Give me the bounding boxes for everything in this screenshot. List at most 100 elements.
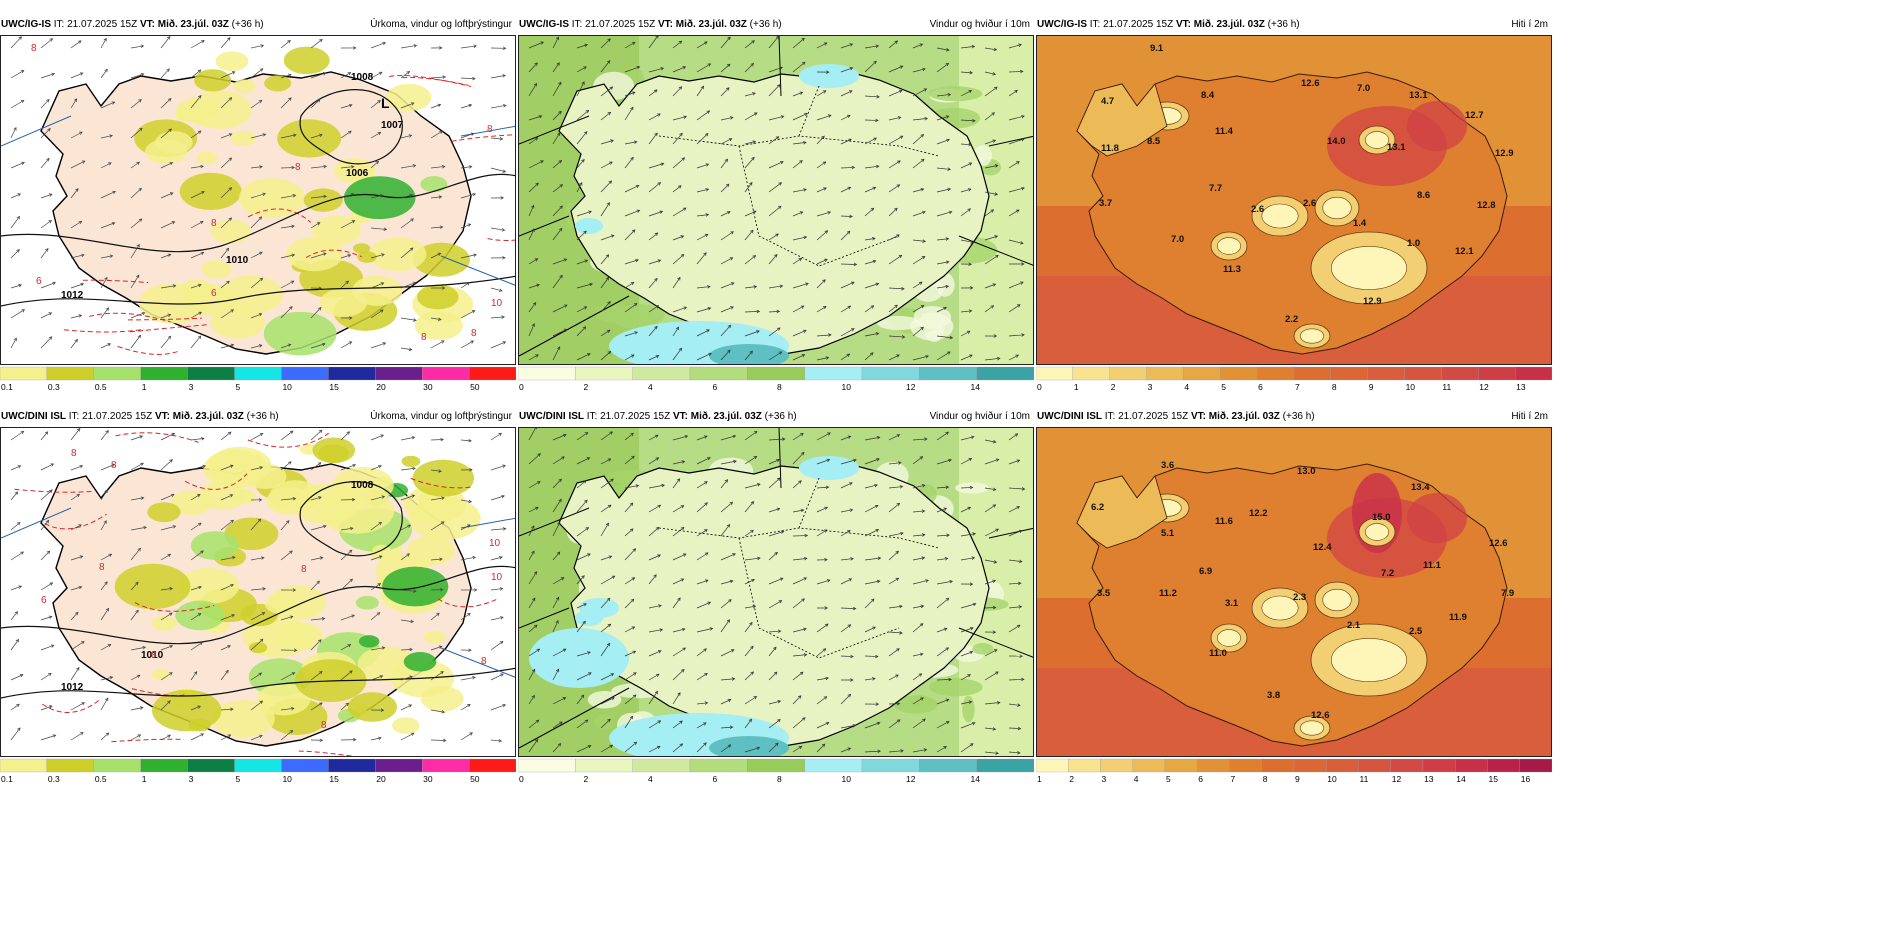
- colorbar-tick-label: 11: [1360, 774, 1369, 784]
- valid-time-label: VT:: [657, 19, 673, 30]
- colorbar-tick-label: 0.3: [48, 382, 60, 392]
- isotherm-value: 6: [41, 595, 47, 606]
- panel-run-info: UWC/IG-IS IT: 21.07.2025 15Z VT: Mið. 23…: [1, 19, 264, 30]
- colorbar-tick-label: 7: [1295, 382, 1300, 392]
- temperature-label: 7.2: [1381, 568, 1394, 579]
- wind-arrows: [10, 428, 507, 743]
- temperature-label: 2.1: [1347, 620, 1361, 631]
- colorbar-tick-label: 50: [470, 382, 480, 392]
- colorbar-tick-label: 15: [329, 774, 339, 784]
- colorbar-tick-label: 3: [189, 382, 194, 392]
- colorbar-swatch: [1220, 366, 1258, 381]
- temperature-label: 3.5: [1097, 588, 1111, 599]
- precip-panel-dini: UWC/DINI ISL IT: 21.07.2025 15Z VT: Mið.…: [0, 407, 516, 785]
- map-area: 1008 1010 1012 8 8 8 10 10 8 8 8 8 6: [0, 427, 516, 757]
- temperature-label: 11.6: [1215, 516, 1233, 527]
- isotherm-value: 6: [36, 276, 42, 287]
- colorbar: 0.1 0.3 0.5 1 3 5 10 15 20 30 50: [0, 758, 516, 784]
- temperature-label: 12.6: [1489, 538, 1508, 549]
- region-borders: [658, 477, 940, 659]
- colorbar: 1 2 3 4 5 6 7 8 9 10 11 12 13 14 15 16: [1036, 758, 1552, 784]
- temperature-label: 12.1: [1455, 246, 1474, 257]
- panel-run-info: UWC/DINI ISL IT: 21.07.2025 15Z VT: Mið.…: [1037, 411, 1315, 422]
- valid-time-label: VT:: [672, 411, 688, 422]
- temperature-label: 12.6: [1311, 710, 1330, 721]
- temperature-label: 12.9: [1495, 148, 1514, 159]
- model-name: UWC/IG-IS: [1, 19, 51, 30]
- temperature-label: 11.1: [1423, 560, 1442, 571]
- temp-panel-ig-is: UWC/IG-IS IT: 21.07.2025 15Z VT: Mið. 23…: [1036, 15, 1552, 393]
- precip-panel-ig-is: UWC/IG-IS IT: 21.07.2025 15Z VT: Mið. 23…: [0, 15, 516, 393]
- panel-run-info: UWC/IG-IS IT: 21.07.2025 15Z VT: Mið. 23…: [519, 19, 782, 30]
- temperature-label: 7.0: [1171, 234, 1184, 245]
- colorbar-swatch: [919, 758, 977, 773]
- colorbar-swatch: [93, 366, 141, 381]
- colorbar-tick-label: 10: [282, 774, 292, 784]
- temperature-label: 12.6: [1301, 78, 1320, 89]
- colorbar-tick-label: 10: [1406, 382, 1416, 392]
- temperature-values: 9.1 4.7 8.4 12.6 7.0 13.1 12.7 11.8 8.5 11.4 14.0 1…: [1099, 43, 1514, 325]
- colorbar-swatch: [1036, 366, 1074, 381]
- valid-time-label: VT:: [1190, 411, 1206, 422]
- colorbar: 0 2 4 6 8 10 12 14: [518, 366, 1034, 392]
- temperature-label: 3.8: [1267, 690, 1280, 701]
- colorbar-tick-label: 14: [1456, 774, 1466, 784]
- colorbar-tick-label: 9: [1369, 382, 1374, 392]
- colorbar-swatch: [575, 758, 633, 773]
- colorbar-swatch: [804, 758, 863, 773]
- colorbar-tick-label: 1: [142, 774, 147, 784]
- colorbar-tick-label: 1: [1074, 382, 1079, 392]
- temperature-label: 6.9: [1199, 566, 1212, 577]
- colorbar-swatch: [1455, 758, 1488, 773]
- temperature-values: 3.6 13.0 13.4 6.2 12.2 11.6 15.0 5.1 12.4 12.6 6.9…: [1091, 460, 1514, 721]
- isobar-label: 1007: [381, 120, 404, 131]
- valid-time: Mið. 23.júl. 03Z: [157, 19, 229, 30]
- temperature-label: 7.9: [1501, 588, 1514, 599]
- colorbar-swatch: [1293, 366, 1332, 381]
- map-canvas: 9.1 4.7 8.4 12.6 7.0 13.1 12.7 11.8 8.5 11.4 14.0 1…: [1037, 36, 1551, 364]
- variable-title: Úrkoma, vindur og loftþrýstingur: [370, 411, 512, 422]
- isobar-label: 1006: [346, 168, 369, 179]
- colorbar-tick-label: 13: [1424, 774, 1434, 784]
- temperature-label: 12.7: [1465, 110, 1484, 121]
- colorbar-swatch: [1072, 366, 1110, 381]
- colorbar-tick-label: 14: [971, 774, 981, 784]
- init-time-label: IT:: [571, 19, 583, 30]
- colorbar-swatch: [1326, 758, 1359, 773]
- isotherm-value: 8: [481, 656, 487, 667]
- colorbar-swatch: [747, 366, 805, 381]
- temperature-label: 13.1: [1409, 90, 1428, 101]
- colorbar-swatch: [1422, 758, 1456, 773]
- colorbar-tick-label: 0: [519, 382, 524, 392]
- isotherm-value: 8: [71, 448, 77, 459]
- wind-panel-ig-is: UWC/IG-IS IT: 21.07.2025 15Z VT: Mið. 23…: [518, 15, 1034, 393]
- colorbar-tick-label: 2: [584, 774, 589, 784]
- colorbar-container: 0.1 0.3 0.5 1 3 5 10 15 20 30 50: [0, 365, 516, 393]
- isotherm-value: 8: [111, 460, 117, 471]
- colorbar-swatch: [1100, 758, 1133, 773]
- map-area: 9.1 4.7 8.4 12.6 7.0 13.1 12.7 11.8 8.5 11.4 14.0 1…: [1036, 35, 1552, 365]
- valid-time: Mið. 23.júl. 03Z: [1208, 411, 1280, 422]
- wind-arrows: [10, 36, 507, 352]
- init-time-label: IT:: [53, 19, 65, 30]
- init-time: 21.07.2025 15Z: [82, 411, 153, 422]
- colorbar-swatch: [328, 758, 376, 773]
- temperature-label: 11.8: [1101, 143, 1119, 154]
- temperature-label: 14.0: [1327, 136, 1346, 147]
- temperature-label: 13.1: [1387, 142, 1406, 153]
- temperature-label: 2.3: [1293, 592, 1306, 603]
- map-area: [518, 427, 1034, 757]
- lead-time: (+36 h): [1267, 19, 1300, 30]
- colorbar-swatch: [140, 758, 188, 773]
- panel-run-info: UWC/DINI ISL IT: 21.07.2025 15Z VT: Mið.…: [519, 411, 797, 422]
- temperature-label: 7.0: [1357, 83, 1370, 94]
- colorbar-swatch: [187, 758, 235, 773]
- isotherm-value: 8: [295, 162, 301, 173]
- isobar-label: 1010: [141, 650, 164, 661]
- colorbar-tick-label: 3: [1148, 382, 1153, 392]
- init-time: 21.07.2025 15Z: [1118, 411, 1189, 422]
- colorbar-swatch: [1261, 758, 1295, 773]
- isobar-label: L: [381, 95, 390, 111]
- isobar-label: 1012: [61, 290, 84, 301]
- colorbar-swatch: [1367, 366, 1405, 381]
